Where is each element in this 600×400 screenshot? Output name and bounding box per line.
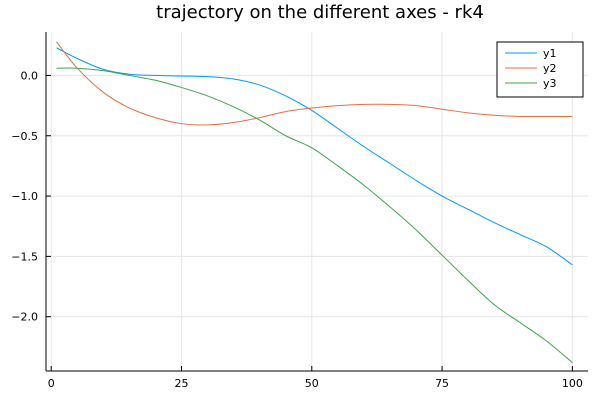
ticks-layer: 0 25 50 75 100 0.0 −0.5 −1.0 −1.5 −2.0 — [11, 69, 583, 390]
legend-label-y1: y1 — [543, 47, 557, 60]
x-tick-label: 100 — [562, 377, 583, 390]
series-layer — [56, 41, 573, 363]
legend-label-y3: y3 — [543, 77, 557, 90]
y-tick-label: −0.5 — [11, 130, 38, 143]
y-tick-label: −2.0 — [11, 311, 38, 324]
x-tick-label: 50 — [305, 377, 319, 390]
chart-title: trajectory on the different axes - rk4 — [156, 2, 484, 23]
axes-layer — [45, 32, 588, 372]
legend-box — [496, 41, 584, 98]
series-line-y2 — [56, 41, 573, 126]
series-line-y1 — [56, 47, 573, 266]
series-line-y3 — [56, 67, 573, 363]
x-tick-label: 75 — [435, 377, 449, 390]
legend-label-y2: y2 — [543, 62, 557, 75]
y-tick-label: 0.0 — [21, 69, 39, 82]
x-tick-label: 0 — [48, 377, 55, 390]
legend: y1 y2 y3 — [496, 41, 584, 98]
y-tick-label: −1.5 — [11, 250, 38, 263]
x-tick-label: 25 — [175, 377, 189, 390]
grid-layer — [46, 32, 588, 371]
y-tick-label: −1.0 — [11, 190, 38, 203]
